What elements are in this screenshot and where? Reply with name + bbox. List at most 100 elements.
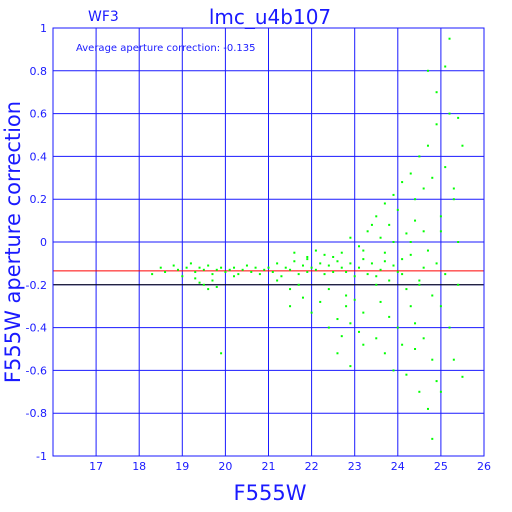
data-point — [444, 273, 447, 276]
data-point — [194, 270, 197, 273]
data-point — [271, 270, 274, 273]
y-tick-label: 0.4 — [30, 150, 48, 163]
data-point — [405, 232, 408, 235]
data-point — [310, 266, 313, 269]
data-point — [379, 268, 382, 271]
data-point — [409, 305, 412, 308]
data-point — [327, 288, 330, 291]
data-point — [358, 266, 361, 269]
data-point — [375, 283, 378, 286]
y-tick-label: 1 — [40, 22, 47, 35]
data-point — [392, 193, 395, 196]
data-point — [284, 266, 287, 269]
data-point — [207, 264, 210, 267]
data-point — [418, 279, 421, 282]
data-point — [409, 253, 412, 256]
data-point — [439, 305, 442, 308]
data-point — [202, 268, 205, 271]
data-point — [241, 268, 244, 271]
average-annotation: Average aperture correction: -0.135 — [76, 43, 256, 54]
data-point — [293, 251, 296, 254]
data-point — [301, 296, 304, 299]
data-point — [401, 273, 404, 276]
data-point — [409, 172, 412, 175]
data-point — [448, 37, 451, 40]
data-point — [340, 251, 343, 254]
data-point — [401, 181, 404, 184]
data-point — [439, 230, 442, 233]
data-point — [435, 91, 438, 94]
data-point — [392, 369, 395, 372]
data-point — [426, 249, 429, 252]
data-point — [431, 437, 434, 440]
data-point — [362, 249, 365, 252]
data-point — [349, 322, 352, 325]
data-point — [375, 275, 378, 278]
data-point — [401, 343, 404, 346]
data-point — [418, 283, 421, 286]
x-tick-label: 26 — [477, 460, 491, 473]
data-point — [314, 268, 317, 271]
y-tick-label: -0.8 — [26, 407, 47, 420]
data-point — [345, 294, 348, 297]
data-point — [358, 330, 361, 333]
data-point — [198, 266, 201, 269]
data-point — [276, 279, 279, 282]
data-point — [323, 253, 326, 256]
data-point — [297, 273, 300, 276]
data-point — [435, 380, 438, 383]
y-axis-label: F555W aperture correction — [1, 101, 25, 383]
data-point — [215, 268, 218, 271]
data-point — [409, 241, 412, 243]
y-tick-label: 0.6 — [30, 108, 48, 121]
data-point — [362, 343, 365, 346]
data-point — [444, 166, 447, 169]
data-point — [418, 390, 421, 393]
data-point — [327, 264, 330, 267]
data-point — [426, 407, 429, 410]
data-point — [379, 300, 382, 303]
data-point — [414, 219, 417, 222]
data-point — [306, 270, 309, 273]
data-point — [336, 260, 339, 263]
data-point — [327, 326, 330, 329]
data-point — [370, 223, 373, 226]
data-point — [314, 249, 317, 252]
data-point — [233, 266, 236, 269]
x-tick-label: 22 — [305, 460, 319, 473]
data-point — [392, 264, 395, 267]
data-point — [396, 208, 399, 211]
data-point — [258, 273, 261, 276]
data-point — [452, 358, 455, 361]
data-point — [151, 273, 154, 276]
data-point — [457, 283, 460, 286]
x-tick-label: 17 — [89, 460, 103, 473]
data-point — [439, 215, 442, 218]
data-point — [431, 176, 434, 179]
data-point — [461, 144, 464, 147]
data-point — [422, 230, 425, 233]
data-point — [289, 268, 292, 271]
data-point — [297, 283, 300, 286]
data-point — [245, 264, 248, 267]
data-point — [388, 223, 391, 226]
data-point — [293, 260, 296, 263]
data-point — [332, 270, 335, 273]
data-point — [422, 337, 425, 340]
x-tick-label: 20 — [218, 460, 232, 473]
data-point — [383, 202, 386, 205]
data-point — [306, 258, 309, 261]
data-point — [349, 365, 352, 368]
data-point — [215, 285, 218, 288]
data-point — [211, 273, 214, 276]
data-point — [426, 144, 429, 147]
data-point — [375, 215, 378, 218]
data-point — [383, 260, 386, 263]
data-point — [362, 311, 365, 314]
data-point — [340, 266, 343, 269]
data-point — [176, 268, 179, 271]
data-point — [323, 273, 326, 276]
data-point — [267, 266, 270, 269]
data-point — [159, 266, 162, 269]
data-point — [289, 288, 292, 291]
